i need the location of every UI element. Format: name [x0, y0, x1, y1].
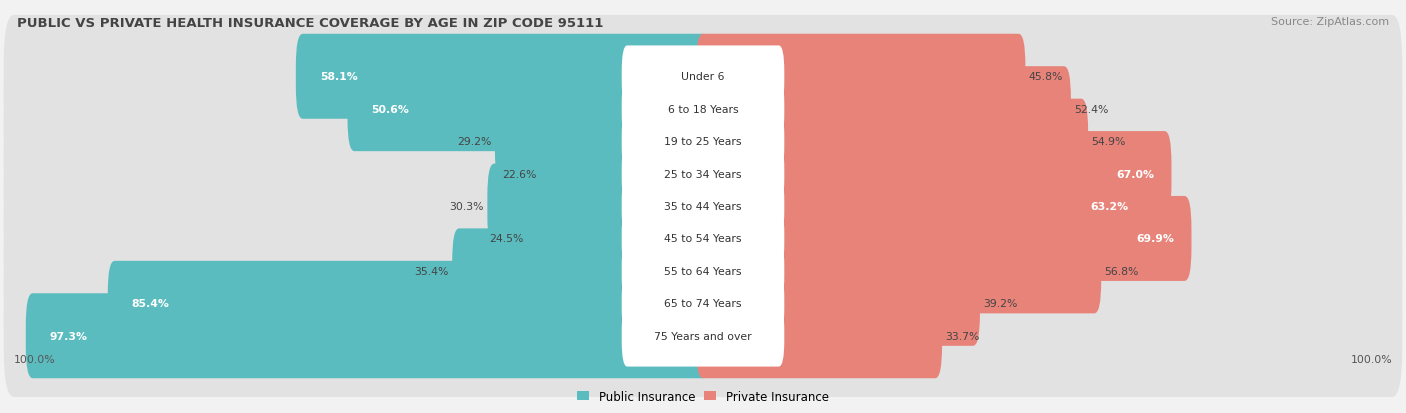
FancyBboxPatch shape — [696, 294, 942, 378]
FancyBboxPatch shape — [621, 143, 785, 205]
Text: Source: ZipAtlas.com: Source: ZipAtlas.com — [1271, 17, 1389, 26]
FancyBboxPatch shape — [4, 113, 1402, 235]
FancyBboxPatch shape — [295, 35, 710, 119]
FancyBboxPatch shape — [696, 67, 1071, 152]
FancyBboxPatch shape — [527, 197, 710, 281]
Text: 100.0%: 100.0% — [1350, 354, 1392, 364]
Text: 56.8%: 56.8% — [1105, 266, 1139, 276]
FancyBboxPatch shape — [696, 164, 1146, 249]
FancyBboxPatch shape — [4, 16, 1402, 138]
Text: 75 Years and over: 75 Years and over — [654, 331, 752, 341]
FancyBboxPatch shape — [4, 48, 1402, 171]
Text: 22.6%: 22.6% — [502, 169, 537, 179]
Text: 85.4%: 85.4% — [132, 299, 170, 309]
FancyBboxPatch shape — [696, 261, 980, 346]
FancyBboxPatch shape — [347, 67, 710, 152]
Text: 19 to 25 Years: 19 to 25 Years — [664, 137, 742, 147]
Text: 58.1%: 58.1% — [321, 72, 357, 82]
Text: 55 to 64 Years: 55 to 64 Years — [664, 266, 742, 276]
FancyBboxPatch shape — [621, 79, 785, 140]
FancyBboxPatch shape — [108, 261, 710, 346]
FancyBboxPatch shape — [4, 275, 1402, 397]
Legend: Public Insurance, Private Insurance: Public Insurance, Private Insurance — [572, 385, 834, 408]
FancyBboxPatch shape — [488, 164, 710, 249]
FancyBboxPatch shape — [4, 81, 1402, 203]
Text: 45.8%: 45.8% — [1029, 72, 1063, 82]
Text: 65 to 74 Years: 65 to 74 Years — [664, 299, 742, 309]
FancyBboxPatch shape — [621, 305, 785, 367]
FancyBboxPatch shape — [621, 176, 785, 237]
FancyBboxPatch shape — [621, 273, 785, 334]
FancyBboxPatch shape — [696, 35, 1025, 119]
FancyBboxPatch shape — [696, 100, 1088, 184]
FancyBboxPatch shape — [696, 132, 1171, 216]
Text: 52.4%: 52.4% — [1074, 104, 1109, 114]
Text: 63.2%: 63.2% — [1090, 202, 1128, 211]
Text: 29.2%: 29.2% — [457, 137, 492, 147]
Text: 39.2%: 39.2% — [983, 299, 1018, 309]
Text: 50.6%: 50.6% — [371, 104, 409, 114]
Text: 67.0%: 67.0% — [1116, 169, 1154, 179]
Text: 6 to 18 Years: 6 to 18 Years — [668, 104, 738, 114]
Text: 54.9%: 54.9% — [1091, 137, 1126, 147]
FancyBboxPatch shape — [696, 229, 1101, 313]
FancyBboxPatch shape — [4, 145, 1402, 268]
Text: 35 to 44 Years: 35 to 44 Years — [664, 202, 742, 211]
Text: 45 to 54 Years: 45 to 54 Years — [664, 234, 742, 244]
Text: 100.0%: 100.0% — [14, 354, 56, 364]
Text: 35.4%: 35.4% — [415, 266, 449, 276]
FancyBboxPatch shape — [4, 178, 1402, 300]
FancyBboxPatch shape — [621, 111, 785, 173]
FancyBboxPatch shape — [621, 240, 785, 302]
FancyBboxPatch shape — [621, 46, 785, 108]
FancyBboxPatch shape — [495, 100, 710, 184]
FancyBboxPatch shape — [25, 294, 710, 378]
Text: Under 6: Under 6 — [682, 72, 724, 82]
Text: 30.3%: 30.3% — [450, 202, 484, 211]
Text: 97.3%: 97.3% — [49, 331, 89, 341]
Text: 24.5%: 24.5% — [489, 234, 524, 244]
FancyBboxPatch shape — [453, 229, 710, 313]
Text: 25 to 34 Years: 25 to 34 Years — [664, 169, 742, 179]
FancyBboxPatch shape — [621, 208, 785, 270]
FancyBboxPatch shape — [4, 242, 1402, 365]
FancyBboxPatch shape — [696, 197, 1191, 281]
Text: 33.7%: 33.7% — [945, 331, 980, 341]
Text: PUBLIC VS PRIVATE HEALTH INSURANCE COVERAGE BY AGE IN ZIP CODE 95111: PUBLIC VS PRIVATE HEALTH INSURANCE COVER… — [17, 17, 603, 29]
FancyBboxPatch shape — [540, 132, 710, 216]
FancyBboxPatch shape — [4, 210, 1402, 332]
Text: 69.9%: 69.9% — [1136, 234, 1174, 244]
